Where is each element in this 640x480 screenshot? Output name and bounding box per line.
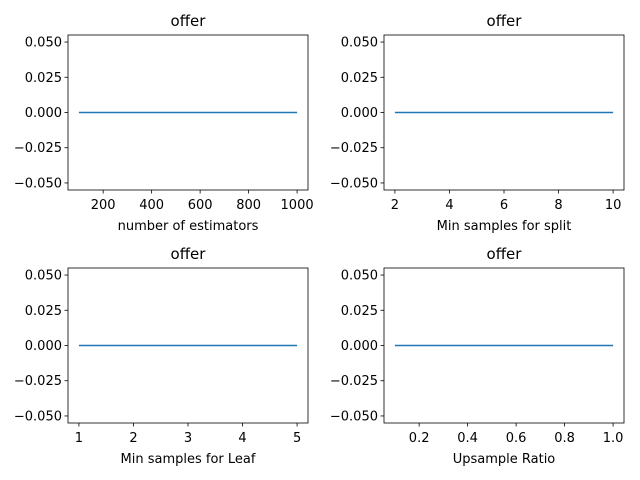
y-tick-label: −0.050 bbox=[330, 176, 378, 191]
y-tick-label: −0.025 bbox=[14, 374, 62, 389]
x-tick-label: 2 bbox=[391, 198, 399, 213]
x-tick-label: 10 bbox=[605, 198, 622, 213]
y-tick-label: 0.000 bbox=[25, 106, 62, 121]
y-tick-label: 0.050 bbox=[25, 269, 62, 284]
x-tick-label: 200 bbox=[91, 198, 116, 213]
subplot-title: offer bbox=[487, 12, 523, 30]
x-tick-label: 1000 bbox=[281, 198, 314, 213]
x-tick-label: 6 bbox=[500, 198, 508, 213]
subplot-4: 0.050 0.025 0.000 −0.025 −0.050 0.2 0.4 0.6 0.8 1… bbox=[330, 245, 625, 467]
x-axis-label: number of estimators bbox=[118, 219, 259, 234]
x-tick-label: 4 bbox=[445, 198, 453, 213]
x-tick-label: 1 bbox=[75, 431, 83, 446]
subplot-2: 0.050 0.025 0.000 −0.025 −0.050 2 4 6 8 10 offer Mi… bbox=[330, 12, 625, 234]
y-tick-label: −0.050 bbox=[14, 409, 62, 424]
x-tick-label: 4 bbox=[238, 431, 246, 446]
x-tick-label: 600 bbox=[188, 198, 213, 213]
x-tick-label: 5 bbox=[293, 431, 301, 446]
y-tick-label: 0.050 bbox=[25, 36, 62, 51]
y-tick-label: 0.000 bbox=[341, 106, 378, 121]
y-tick-label: 0.050 bbox=[341, 269, 378, 284]
x-axis-label: Min samples for split bbox=[437, 219, 572, 234]
y-tick-label: 0.000 bbox=[341, 339, 378, 354]
y-tick-label: −0.050 bbox=[330, 409, 378, 424]
y-tick-label: 0.025 bbox=[341, 304, 378, 319]
subplot-title: offer bbox=[171, 12, 207, 30]
x-tick-label: 1.0 bbox=[603, 431, 624, 446]
x-tick-label: 2 bbox=[129, 431, 137, 446]
subplot-3: 0.050 0.025 0.000 −0.025 −0.050 1 2 3 4 5 offer Min… bbox=[14, 245, 309, 467]
x-tick-label: 0.4 bbox=[457, 431, 478, 446]
y-tick-label: −0.025 bbox=[14, 141, 62, 156]
x-tick-label: 0.2 bbox=[409, 431, 430, 446]
y-tick-label: 0.025 bbox=[341, 71, 378, 86]
x-tick-label: 800 bbox=[236, 198, 261, 213]
y-tick-label: 0.025 bbox=[25, 304, 62, 319]
subplot-title: offer bbox=[487, 245, 523, 263]
x-axis-label: Min samples for Leaf bbox=[121, 452, 256, 467]
x-tick-label: 3 bbox=[184, 431, 192, 446]
x-tick-label: 400 bbox=[139, 198, 164, 213]
y-tick-label: 0.050 bbox=[341, 36, 378, 51]
x-tick-label: 8 bbox=[554, 198, 562, 213]
x-tick-label: 0.6 bbox=[506, 431, 527, 446]
x-tick-label: 0.8 bbox=[554, 431, 575, 446]
subplot-title: offer bbox=[171, 245, 207, 263]
x-axis-label: Upsample Ratio bbox=[453, 452, 556, 467]
y-tick-label: 0.000 bbox=[25, 339, 62, 354]
y-tick-label: −0.025 bbox=[330, 141, 378, 156]
y-tick-label: 0.025 bbox=[25, 71, 62, 86]
y-tick-label: −0.050 bbox=[14, 176, 62, 191]
y-tick-label: −0.025 bbox=[330, 374, 378, 389]
subplot-1: 0.050 0.025 0.000 −0.025 −0.050 200 400 600 800 1… bbox=[14, 12, 314, 234]
